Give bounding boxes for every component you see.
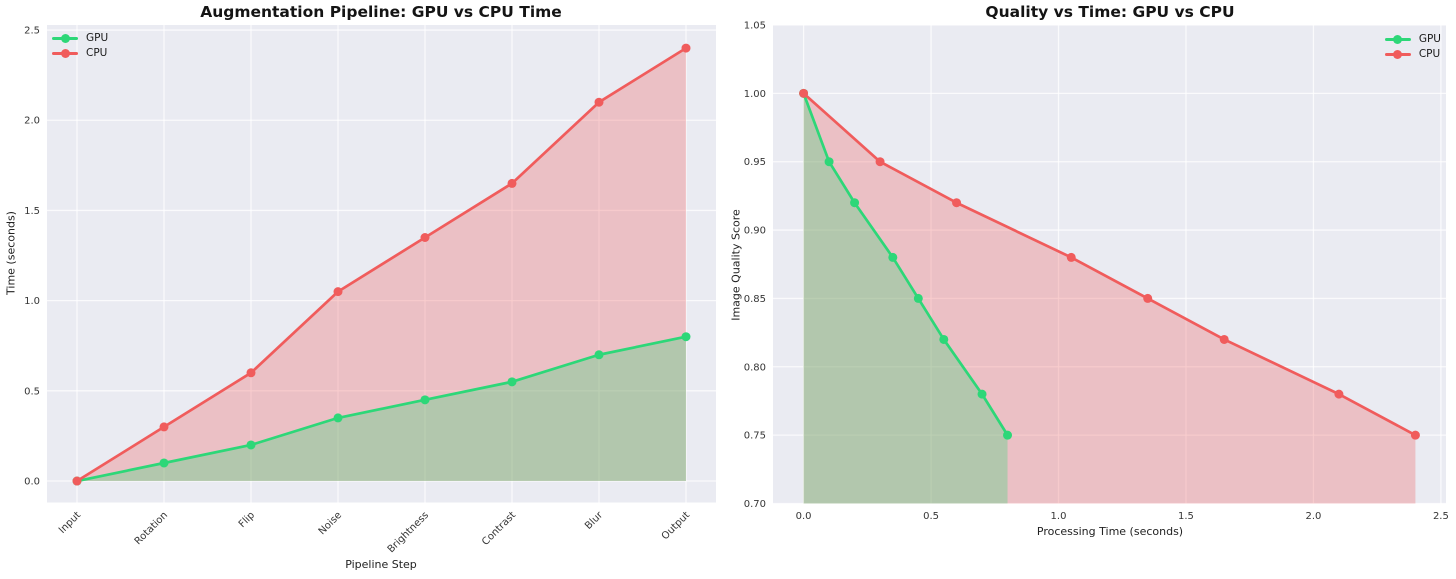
y-tick-label: 1.0: [24, 296, 40, 307]
y-tick-label: 1.05: [744, 21, 766, 32]
legend-line-marker-icon: [1384, 49, 1411, 59]
data-point-gpu: [977, 389, 987, 399]
y-tick-label: 0.90: [744, 226, 766, 237]
right-chart-xaxis-label: Processing Time (seconds): [1036, 525, 1184, 538]
data-point-cpu: [1334, 389, 1344, 399]
y-tick-label: 0.80: [744, 362, 766, 373]
left-chart-yaxis-label: Time (seconds): [4, 211, 18, 295]
data-point-gpu: [888, 252, 898, 262]
data-point-gpu: [507, 377, 517, 387]
data-point-cpu: [1219, 334, 1229, 344]
x-tick-label: 1.0: [1051, 511, 1067, 522]
data-point-cpu: [333, 287, 343, 297]
data-point-cpu: [507, 178, 517, 188]
data-point-gpu: [681, 332, 691, 342]
area-fill-gpu: [803, 93, 1008, 504]
series-line-cpu: [802, 92, 1417, 437]
data-point-cpu: [246, 368, 256, 378]
data-point-gpu: [913, 293, 923, 303]
x-tick-label: Brightness: [386, 510, 431, 555]
data-point-cpu: [681, 43, 691, 53]
y-tick-label: 0.95: [744, 157, 766, 168]
x-tick-label: 0.5: [923, 511, 939, 522]
legend-entry-cpu: CPU: [52, 47, 108, 59]
right-chart-title: Quality vs Time: GPU vs CPU: [985, 3, 1235, 21]
y-tick-label: 1.00: [744, 89, 766, 100]
data-point-cpu: [1066, 252, 1076, 262]
data-point-cpu: [594, 97, 604, 107]
legend-line-marker-icon: [52, 33, 78, 43]
series-line-cpu: [75, 46, 688, 483]
right-chart-legend: GPU CPU: [1384, 33, 1441, 60]
data-point-cpu: [1410, 430, 1420, 440]
y-tick-label: 2.0: [24, 116, 40, 127]
data-point-gpu: [1003, 430, 1013, 440]
x-tick-label: Noise: [317, 510, 344, 537]
data-point-cpu: [1143, 293, 1153, 303]
legend-dot-icon: [1393, 49, 1403, 59]
y-tick-label: 1.5: [24, 206, 40, 217]
data-point-cpu: [420, 233, 430, 243]
legend-entry-cpu: CPU: [1384, 48, 1441, 60]
y-tick-label: 0.75: [744, 431, 766, 442]
right-chart-yaxis-label: Image Quality Score: [729, 209, 743, 321]
y-tick-label: 0.0: [24, 477, 40, 488]
legend-dot-icon: [60, 48, 70, 58]
plot-area: [773, 25, 1446, 504]
left-chart-legend: GPU CPU: [52, 32, 108, 59]
series-line-gpu: [75, 335, 688, 483]
data-point-gpu: [246, 440, 256, 450]
data-point-cpu: [875, 157, 885, 167]
legend-line-marker-icon: [52, 48, 78, 58]
y-tick-label: 2.5: [24, 26, 40, 37]
x-tick-label: Input: [57, 510, 83, 536]
legend-label: CPU: [86, 47, 108, 59]
data-point-gpu: [594, 350, 604, 360]
data-point-gpu: [333, 413, 343, 423]
data-point-cpu: [952, 198, 962, 208]
data-point-gpu: [850, 198, 860, 208]
x-tick-label: 2.0: [1305, 511, 1321, 522]
data-point-gpu: [824, 157, 834, 167]
left-chart-xaxis-label: Pipeline Step: [345, 558, 417, 571]
legend-dot-icon: [60, 33, 70, 43]
x-tick-label: 1.5: [1178, 511, 1194, 522]
data-point-cpu: [72, 476, 82, 486]
legend-entry-gpu: GPU: [1384, 33, 1441, 45]
legend-label: CPU: [1418, 48, 1441, 60]
x-tick-label: Output: [660, 510, 692, 542]
x-tick-label: Flip: [237, 510, 257, 530]
legend-line-marker-icon: [1384, 34, 1411, 44]
area-fill-cpu: [803, 93, 1416, 504]
data-point-gpu: [159, 458, 169, 468]
legend-label: GPU: [1418, 33, 1441, 45]
data-point-gpu: [420, 395, 430, 405]
x-tick-label: Rotation: [133, 510, 170, 547]
y-tick-label: 0.5: [24, 386, 40, 397]
x-tick-label: Contrast: [480, 510, 518, 548]
legend-dot-icon: [1393, 34, 1403, 44]
left-chart-title: Augmentation Pipeline: GPU vs CPU Time: [200, 3, 562, 21]
data-point-gpu: [939, 334, 949, 344]
data-point-cpu: [159, 422, 169, 432]
x-tick-label: Blur: [583, 509, 606, 532]
x-tick-label: 0.0: [796, 511, 812, 522]
y-tick-label: 0.70: [744, 499, 766, 510]
legend-label: GPU: [86, 32, 109, 44]
legend-entry-gpu: GPU: [52, 32, 108, 44]
data-point-cpu: [799, 88, 809, 98]
y-tick-label: 0.85: [744, 294, 766, 305]
x-tick-label: 2.5: [1433, 511, 1449, 522]
series-line-gpu: [802, 92, 1009, 437]
